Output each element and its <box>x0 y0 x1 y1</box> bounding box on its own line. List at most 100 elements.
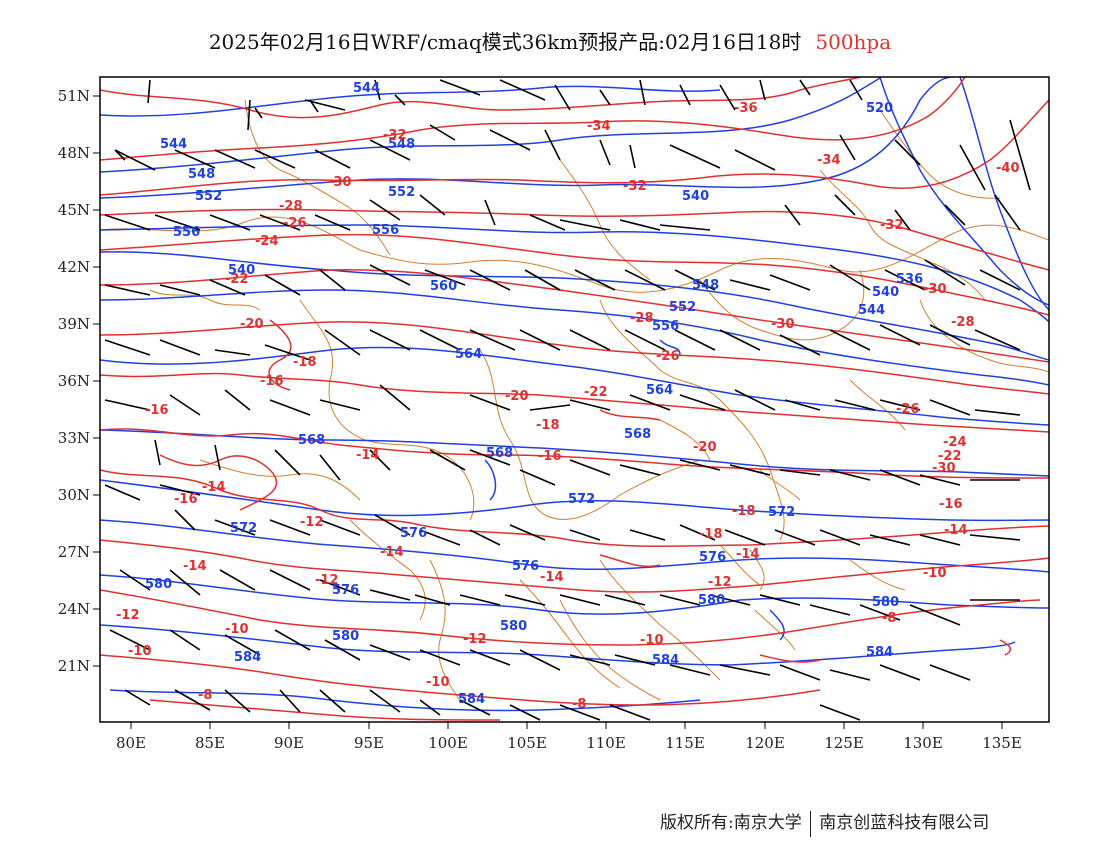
temperature-label: -20 <box>693 440 717 455</box>
height-label: 584 <box>866 645 893 660</box>
height-label: 552 <box>388 185 415 200</box>
height-label: 540 <box>228 263 255 278</box>
temperature-label: -34 <box>817 153 841 168</box>
temperature-label: -36 <box>734 101 758 116</box>
height-label: 584 <box>652 653 679 668</box>
temperature-label: -26 <box>283 216 307 231</box>
lat-label: 30N <box>58 486 90 504</box>
height-label: 548 <box>388 137 415 152</box>
lon-label: 100E <box>428 734 468 752</box>
temperature-contour-labels: -32 -34 -36 -30 -34 -32 -28 -26 -24 -22 … <box>116 101 1020 712</box>
temperature-label: -12 <box>708 575 732 590</box>
temperature-label: -30 <box>923 282 947 297</box>
height-label: 548 <box>188 167 215 182</box>
temperature-label: -8 <box>572 697 586 712</box>
temperature-label: -32 <box>880 218 904 233</box>
temperature-label: -30 <box>771 317 795 332</box>
temperature-label: -14 <box>736 547 760 562</box>
lat-label: 36N <box>58 372 90 390</box>
temperature-label: -16 <box>174 492 198 507</box>
height-label: 544 <box>353 81 380 96</box>
temperature-label: -32 <box>383 128 407 143</box>
height-label: 568 <box>298 433 325 448</box>
lon-label: 125E <box>824 734 864 752</box>
height-label: 580 <box>872 595 899 610</box>
lon-label: 135E <box>982 734 1022 752</box>
temperature-label: -12 <box>315 573 339 588</box>
pressure-level-label: 500hpa <box>815 30 892 54</box>
height-label: 544 <box>160 137 187 152</box>
height-label: 572 <box>568 492 595 507</box>
height-label: 572 <box>230 521 257 536</box>
height-label: 580 <box>698 593 725 608</box>
temperature-label: -16 <box>145 403 169 418</box>
temperature-label: -10 <box>225 622 249 637</box>
temperature-label: -28 <box>630 311 654 326</box>
lon-label: 95E <box>354 734 384 752</box>
latitude-axis <box>93 95 100 667</box>
temperature-label: -18 <box>293 355 317 370</box>
height-label: 552 <box>669 300 696 315</box>
title-main: 2025年02月16日WRF/cmaq模式36km预报产品:02月16日18时 <box>208 30 802 54</box>
copyright-owner: 版权所有:南京大学 <box>660 813 802 833</box>
height-label: 536 <box>896 272 923 287</box>
temperature-label: -8 <box>882 611 896 626</box>
height-label: 576 <box>512 559 539 574</box>
lat-label: 51N <box>58 87 90 105</box>
temperature-label: -14 <box>183 559 207 574</box>
copyright-footer: 版权所有:南京大学 南京创蓝科技有限公司 <box>660 808 989 837</box>
temperature-label: -16 <box>939 497 963 512</box>
temperature-contours <box>100 77 1049 721</box>
height-label: 548 <box>692 278 719 293</box>
temperature-label: -12 <box>463 632 487 647</box>
lat-label: 27N <box>58 543 90 561</box>
temperature-label: -24 <box>255 234 279 249</box>
height-label: 520 <box>866 101 893 116</box>
temperature-label: -26 <box>896 402 920 417</box>
temperature-label: -40 <box>996 161 1020 176</box>
temperature-label: -14 <box>540 570 564 585</box>
temperature-label: -18 <box>536 418 560 433</box>
lon-label: 80E <box>116 734 146 752</box>
height-label: 576 <box>332 583 359 598</box>
temperature-label: -14 <box>380 545 404 560</box>
temperature-label: -10 <box>640 633 664 648</box>
temperature-label: -12 <box>116 608 140 623</box>
longitude-axis <box>130 722 1003 729</box>
temperature-label: -10 <box>128 644 152 659</box>
temperature-label: -10 <box>923 566 947 581</box>
map-title: 2025年02月16日WRF/cmaq模式36km预报产品:02月16日18时 5… <box>0 26 1100 55</box>
height-label: 576 <box>699 550 726 565</box>
lon-label: 85E <box>195 734 225 752</box>
temperature-label: -32 <box>623 179 647 194</box>
height-label: 540 <box>682 189 709 204</box>
temperature-label: -16 <box>260 374 284 389</box>
height-label: 568 <box>624 427 651 442</box>
lat-label: 24N <box>58 600 90 618</box>
temperature-label: -14 <box>202 480 226 495</box>
temperature-label: -30 <box>328 175 352 190</box>
temperature-label: -24 <box>943 435 967 450</box>
boundary-lines <box>100 99 1049 701</box>
temperature-label: -20 <box>240 317 264 332</box>
temperature-label: -30 <box>932 461 956 476</box>
height-label: 568 <box>486 446 513 461</box>
lon-label: 130E <box>903 734 943 752</box>
lon-label: 90E <box>274 734 304 752</box>
temperature-label: -14 <box>944 523 968 538</box>
height-label: 556 <box>372 223 399 238</box>
height-label: 580 <box>500 619 527 634</box>
temperature-label: -22 <box>584 385 608 400</box>
temperature-label: -26 <box>656 349 680 364</box>
temperature-label: -14 <box>356 448 380 463</box>
temperature-label: -18 <box>732 504 756 519</box>
lon-label: 120E <box>745 734 785 752</box>
temperature-label: -8 <box>198 688 212 703</box>
temperature-label: -28 <box>279 199 303 214</box>
lat-label: 39N <box>58 315 90 333</box>
lon-label: 115E <box>665 734 705 752</box>
lon-label: 110E <box>586 734 626 752</box>
lon-label: 105E <box>507 734 547 752</box>
temperature-label: -22 <box>225 272 249 287</box>
